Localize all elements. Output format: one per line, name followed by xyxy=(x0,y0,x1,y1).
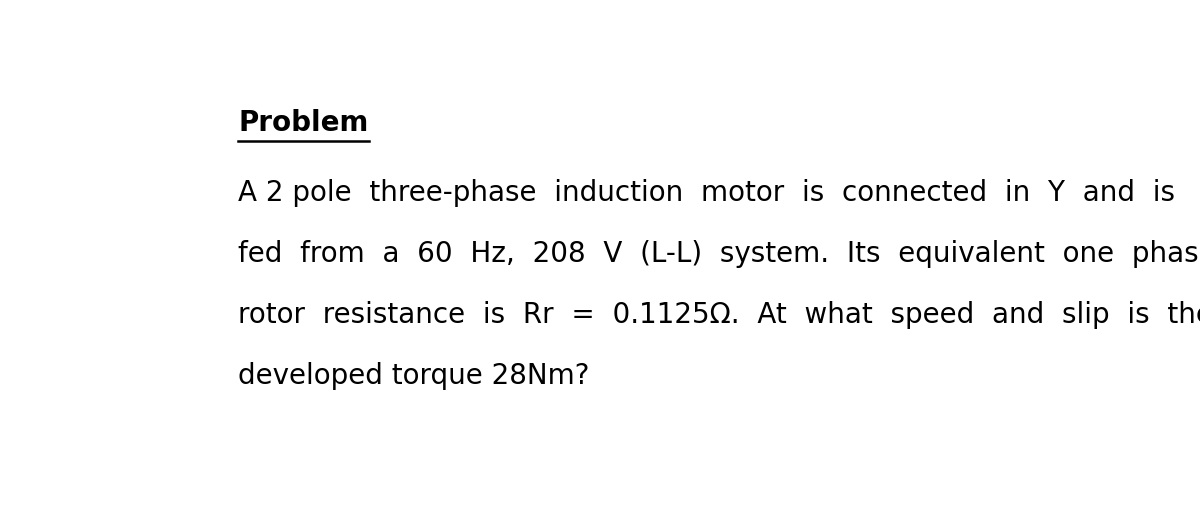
Text: Problem: Problem xyxy=(239,108,368,136)
Text: fed  from  a  60  Hz,  208  V  (L-L)  system.  Its  equivalent  one  phase: fed from a 60 Hz, 208 V (L-L) system. It… xyxy=(239,240,1200,268)
Text: A 2 pole  three-phase  induction  motor  is  connected  in  Y  and  is: A 2 pole three-phase induction motor is … xyxy=(239,179,1175,207)
Text: developed torque 28Nm?: developed torque 28Nm? xyxy=(239,362,590,390)
Text: rotor  resistance  is  Rr  =  0.1125Ω.  At  what  speed  and  slip  is  the: rotor resistance is Rr = 0.1125Ω. At wha… xyxy=(239,301,1200,329)
